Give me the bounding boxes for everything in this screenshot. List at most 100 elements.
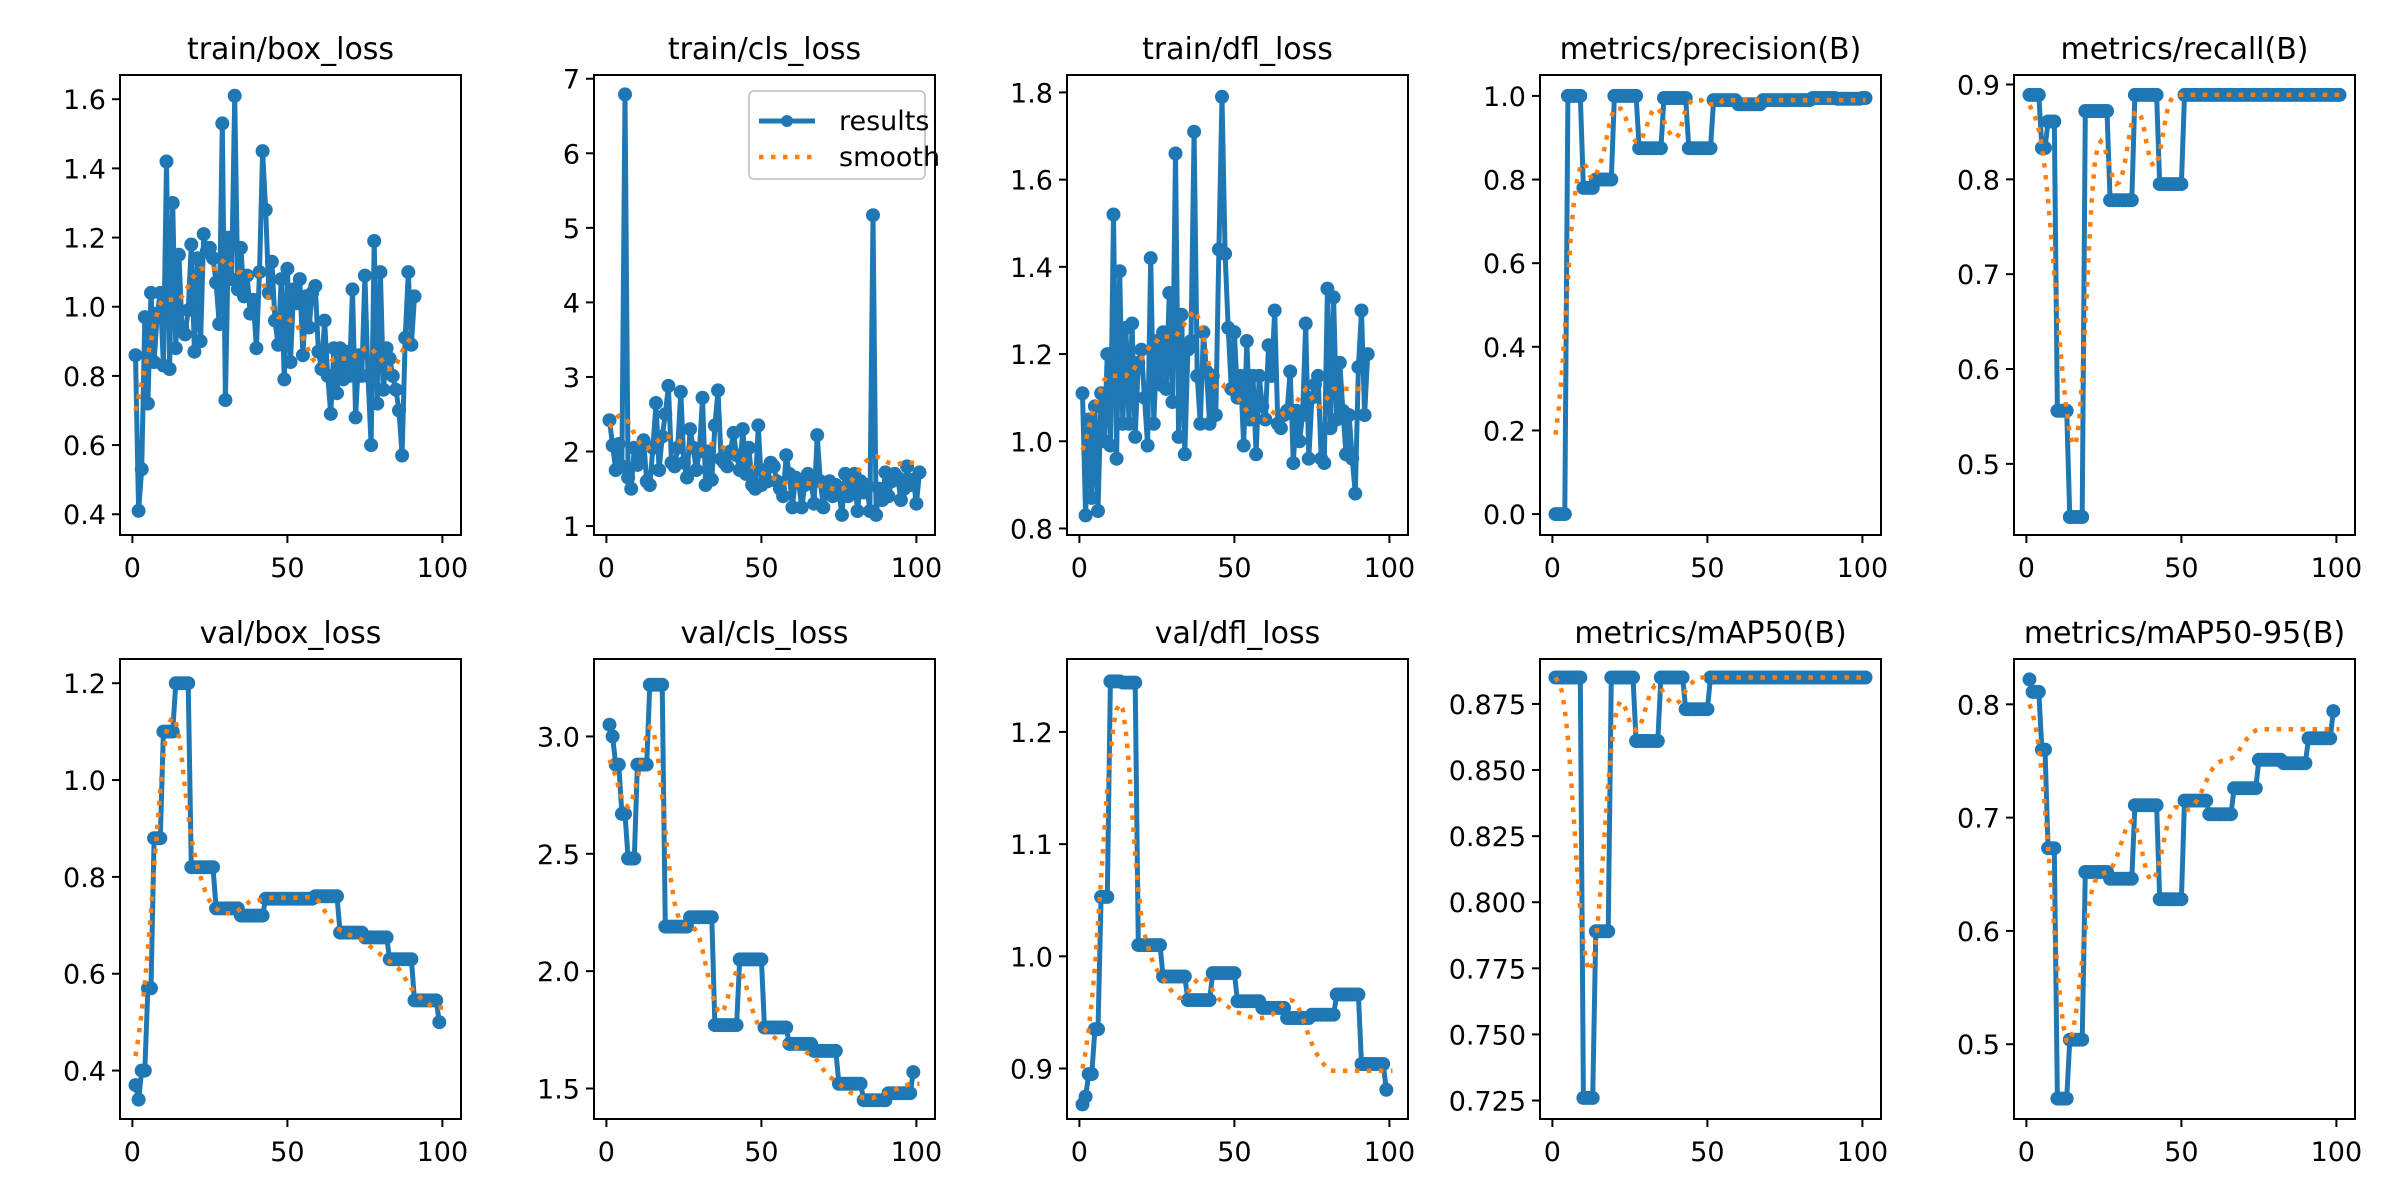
axes-frame bbox=[2013, 74, 2356, 536]
x-tick-label: 50 bbox=[1217, 553, 1251, 584]
results-point bbox=[1162, 286, 1177, 300]
results-point bbox=[1858, 670, 1873, 685]
results-point bbox=[1379, 1082, 1394, 1097]
results-point bbox=[370, 396, 385, 411]
results-point bbox=[2075, 510, 2090, 524]
y-tick-label: 1 bbox=[563, 512, 580, 543]
results-point bbox=[243, 306, 258, 321]
results-point bbox=[1103, 438, 1118, 453]
results-point bbox=[670, 440, 685, 455]
results-point bbox=[255, 908, 270, 923]
results-point bbox=[128, 1078, 143, 1093]
results-point bbox=[1255, 399, 1270, 414]
smooth-line bbox=[1553, 97, 1866, 435]
results-point bbox=[1143, 251, 1158, 266]
y-tick-label: 0.800 bbox=[1449, 888, 1526, 919]
y-tick-label: 1.4 bbox=[1010, 253, 1053, 284]
results-point bbox=[1573, 88, 1588, 103]
x-tick-label: 100 bbox=[417, 1137, 469, 1168]
results-point bbox=[1230, 390, 1245, 405]
results-point bbox=[890, 470, 905, 485]
results-point bbox=[639, 757, 654, 772]
results-point bbox=[701, 444, 716, 459]
axes-frame bbox=[119, 658, 462, 1120]
results-point bbox=[2224, 807, 2238, 822]
results-point bbox=[1292, 434, 1307, 449]
results-point bbox=[1629, 88, 1644, 103]
results-point bbox=[311, 344, 326, 359]
y-tick-label: 3 bbox=[563, 363, 580, 394]
legend-box bbox=[748, 90, 926, 180]
results-point bbox=[869, 507, 884, 522]
results-point bbox=[361, 368, 375, 383]
results-point bbox=[261, 285, 276, 300]
smooth-line bbox=[1553, 675, 1866, 978]
results-point bbox=[766, 459, 781, 474]
results-point bbox=[658, 407, 673, 422]
y-tick-label: 0.4 bbox=[1483, 333, 1526, 364]
results-point bbox=[1653, 141, 1668, 156]
results-point bbox=[392, 403, 406, 418]
y-tick-label: 2.0 bbox=[537, 957, 580, 988]
axes-frame bbox=[1066, 658, 1409, 1120]
results-point bbox=[729, 1018, 744, 1033]
x-tick-label: 50 bbox=[744, 553, 778, 584]
y-tick-label: 0.6 bbox=[1957, 917, 2000, 948]
results-point bbox=[252, 265, 267, 280]
results-point bbox=[178, 327, 193, 342]
results-point bbox=[816, 500, 831, 515]
results-point bbox=[1332, 355, 1347, 370]
results-point bbox=[2031, 87, 2046, 102]
results-point bbox=[735, 422, 750, 437]
y-tick-label: 2 bbox=[563, 437, 580, 468]
results-point bbox=[339, 344, 354, 359]
results-point bbox=[140, 396, 155, 411]
results-point bbox=[828, 1043, 843, 1058]
results-point bbox=[1100, 889, 1115, 904]
subplot-title: val/box_loss bbox=[200, 616, 382, 651]
y-tick-label: 2.5 bbox=[537, 840, 580, 871]
results-point bbox=[212, 317, 227, 331]
results-point bbox=[1227, 966, 1242, 981]
results-point bbox=[1134, 342, 1149, 357]
legend-results-label: results bbox=[839, 106, 929, 137]
results-point bbox=[1208, 408, 1223, 423]
results-point bbox=[1267, 303, 1282, 318]
results-point bbox=[779, 1020, 794, 1035]
results-point bbox=[367, 234, 382, 248]
results-point bbox=[751, 418, 766, 433]
results-point bbox=[841, 489, 856, 504]
y-tick-label: 1.0 bbox=[63, 293, 106, 324]
results-point bbox=[1360, 347, 1375, 362]
x-tick-label: 50 bbox=[1217, 1137, 1251, 1168]
results-point bbox=[912, 465, 927, 480]
x-tick-label: 100 bbox=[2311, 1137, 2363, 1168]
smooth-line bbox=[1080, 699, 1393, 1074]
subplot-title: train/cls_loss bbox=[668, 32, 861, 67]
results-point bbox=[292, 272, 307, 287]
results-point bbox=[2149, 798, 2164, 813]
results-point bbox=[835, 507, 849, 522]
results-point bbox=[881, 489, 896, 504]
results-point bbox=[1675, 670, 1690, 685]
results-point bbox=[134, 462, 149, 477]
y-tick-label: 0.8 bbox=[1957, 690, 2000, 721]
results-point bbox=[1301, 451, 1316, 466]
results-point bbox=[224, 272, 239, 287]
subplot-metrics-recall-b: metrics/recall(B) 0 50 100 0.5 0.6 0.7 0.8 0.9 bbox=[1957, 32, 2362, 584]
results-point bbox=[1091, 1022, 1105, 1037]
y-tick-label: 0.775 bbox=[1449, 954, 1526, 985]
results-point bbox=[1354, 303, 1369, 318]
results-point bbox=[137, 310, 152, 325]
results-point bbox=[2323, 731, 2338, 746]
plot-area bbox=[128, 88, 422, 518]
results-point bbox=[621, 470, 636, 485]
results-point bbox=[1137, 390, 1152, 405]
results-point bbox=[429, 993, 444, 1008]
results-point bbox=[810, 428, 825, 443]
results-point bbox=[1317, 456, 1332, 471]
y-tick-label: 0.0 bbox=[1483, 500, 1526, 531]
results-point bbox=[1345, 451, 1360, 466]
results-point bbox=[206, 251, 220, 266]
results-point bbox=[2199, 793, 2214, 808]
